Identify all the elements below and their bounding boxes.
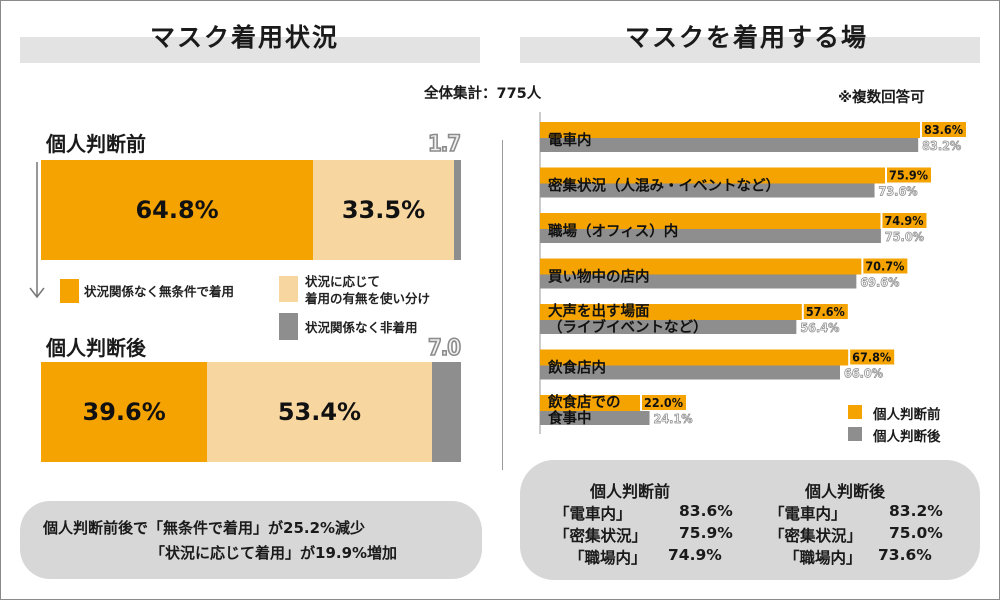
bar-before: [540, 395, 640, 411]
after-situational-label: 53.4%: [277, 398, 362, 426]
value-label-before: 74.9%: [884, 213, 923, 228]
after-nonwear-segment: [431, 362, 461, 462]
comparison-before-title: 個人判断前: [590, 482, 671, 501]
category-label: 飲食店内: [547, 359, 606, 377]
legend-unconditional-swatch: [60, 279, 79, 303]
value-label-after: 24.1%: [654, 411, 693, 426]
legend-before-swatch: [848, 405, 862, 419]
total-count: 全体集計：775人: [424, 86, 542, 102]
value-label-before: 57.6%: [806, 304, 845, 319]
value-label-after: 83.2%: [922, 138, 961, 153]
before-nonwear-label: 1.7: [427, 131, 462, 158]
value-badge-before: [642, 395, 686, 410]
place-bar-chart: 電車内 83.6%83.2% 密集状況（人混み・イベントなど） 75.9%73.6% 職…: [539, 112, 966, 434]
down-arrow-icon: [29, 162, 45, 299]
value-label-after: 75.0%: [885, 229, 924, 244]
comparison-box: [520, 460, 980, 580]
comparison-after-place-3: 「職場内」: [784, 549, 862, 567]
before-stacked-bar: 64.8% 33.5%: [41, 160, 461, 260]
value-badge-before: [803, 304, 848, 319]
after-situational-segment: 53.4%: [207, 362, 432, 462]
legend-nonwear-label: 状況関係なく非着用: [305, 320, 418, 335]
category-label: 買い物中の店内: [548, 268, 650, 286]
category-label: 密集状況（人混み・イベントなど）: [548, 177, 780, 195]
legend-after-swatch: [848, 427, 862, 441]
bar-after: [540, 320, 797, 334]
left-title-bar: [20, 37, 480, 63]
value-label-before: 83.6%: [924, 122, 963, 137]
before-unconditional-label: 64.8%: [135, 196, 219, 224]
value-label-after: 56.4%: [800, 320, 839, 335]
after-stacked-bar: 39.6% 53.4%: [41, 362, 461, 462]
bar-before: [540, 349, 849, 366]
comparison-before-value-3: 74.9%: [668, 546, 722, 564]
comparison-after-value-3: 73.6%: [878, 546, 932, 564]
bar-after: [540, 183, 875, 198]
value-badge-before: [863, 258, 908, 274]
value-label-after: 66.0%: [844, 366, 883, 381]
before-nonwear-segment: [453, 160, 461, 260]
comparison-after-value-2: 75.0%: [889, 524, 943, 542]
bar-before: [540, 258, 862, 275]
multiple-answers-note: ※複数回答可: [838, 90, 925, 106]
value-badge-before: [922, 122, 966, 137]
bar-after: [540, 229, 881, 243]
before-situational-segment: 33.5%: [313, 160, 454, 260]
value-label-after: 69.6%: [860, 275, 899, 290]
legend-situational-label-line1: 状況に応じて: [305, 274, 381, 289]
bar-after: [540, 411, 650, 425]
comparison-before-place-1: 「電車内」: [554, 505, 632, 523]
legend-unconditional-label: 状況関係なく無条件で着用: [84, 284, 235, 299]
category-label: 職場（オフィス）内: [548, 222, 678, 240]
comparison-before-place-2: 「密集状況」: [554, 527, 648, 545]
category-label: 食事中: [548, 409, 592, 427]
after-nonwear-label: 7.0: [427, 335, 462, 362]
value-label-before: 70.7%: [865, 259, 904, 274]
legend-situational-swatch: [279, 276, 298, 302]
value-badge-before: [887, 167, 931, 183]
right-title-bar: [520, 37, 980, 63]
comparison-after-value-1: 83.2%: [889, 502, 943, 520]
after-unconditional-segment: 39.6%: [41, 362, 208, 462]
comparison-before-value-2: 75.9%: [679, 524, 733, 542]
category-label: （ライブイベントなど）: [548, 318, 708, 336]
bar-before: [540, 213, 881, 229]
bar-after: [540, 274, 857, 289]
value-label-after: 73.6%: [879, 184, 918, 199]
bar-after: [540, 138, 919, 152]
bar-before: [540, 304, 802, 320]
bar-after: [540, 365, 840, 380]
comparison-after-place-2: 「密集状況」: [769, 527, 863, 545]
legend-situational-label-line2: 着用の有無を使い分け: [305, 291, 431, 306]
summary-line-2: 「状況に応じて着用」が19.9%増加: [150, 544, 398, 562]
legend-nonwear-swatch: [279, 313, 298, 340]
summary-box: [20, 501, 482, 579]
bar-before: [540, 122, 920, 138]
section-divider: [502, 140, 503, 470]
legend-before-label: 個人判断前: [873, 407, 941, 423]
after-unconditional-label: 39.6%: [82, 398, 166, 426]
before-situational-label: 33.5%: [341, 196, 426, 224]
bar-before: [540, 167, 885, 184]
category-label: 飲食店での: [547, 393, 621, 411]
value-label-before: 22.0%: [644, 395, 683, 410]
after-heading: 個人判断後: [46, 336, 146, 360]
value-badge-before: [850, 349, 895, 365]
value-label-before: 67.8%: [852, 350, 891, 365]
right-section-title: マスクを着用する場: [625, 23, 869, 52]
value-badge-before: [882, 213, 927, 228]
comparison-after-title: 個人判断後: [805, 482, 886, 501]
category-label: 電車内: [548, 131, 592, 149]
comparison-after-place-1: 「電車内」: [769, 505, 847, 523]
value-label-before: 75.9%: [889, 168, 928, 183]
comparison-before-value-1: 83.6%: [679, 502, 733, 520]
comparison-before-place-3: 「職場内」: [569, 549, 647, 567]
legend-after-label: 個人判断後: [873, 429, 941, 445]
summary-line-1: 個人判断前後で「無条件で着用」が25.2%減少: [43, 519, 366, 537]
left-section-title: マスク着用状況: [150, 23, 340, 52]
category-label: 大声を出す場面: [548, 302, 650, 320]
before-heading: 個人判断前: [46, 132, 146, 156]
before-unconditional-segment: 64.8%: [41, 160, 314, 260]
